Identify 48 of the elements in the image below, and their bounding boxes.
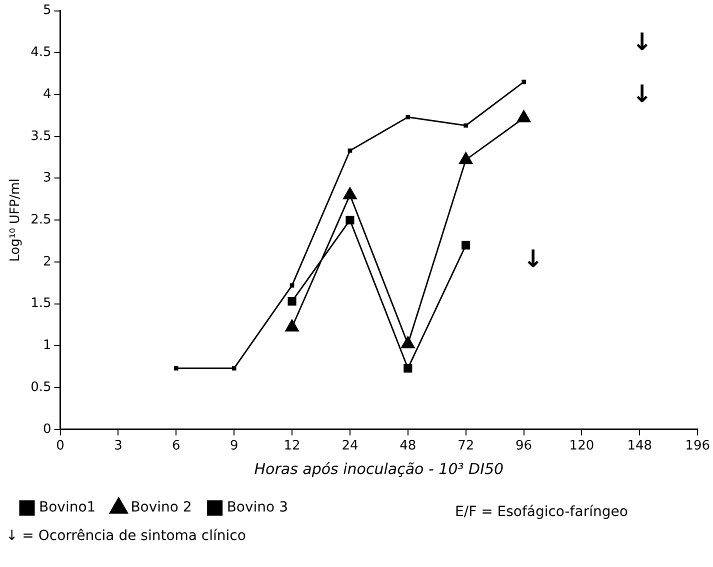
point [464, 123, 468, 128]
text: E/F = Esofágico-faríngeo [455, 504, 628, 520]
x-tick-label: 6 [172, 438, 180, 454]
x-tick-label: 96 [516, 438, 532, 454]
y-tick-label: 0.5 [30, 380, 52, 395]
annotation: ↓ [523, 245, 544, 273]
point [348, 148, 352, 153]
point [462, 240, 470, 250]
y-tick-label: 2.5 [30, 212, 52, 228]
y-axis-title: Log¹⁰ UFP/ml [8, 178, 24, 262]
x-tick-label: 148 [627, 438, 652, 454]
y-tick-label: 1.5 [30, 296, 52, 312]
y-tick-label: 3.5 [30, 128, 52, 144]
y-tick-label: 4 [42, 86, 52, 102]
y-tick-label: 5 [42, 3, 52, 18]
point [459, 152, 473, 164]
y-tick-label: 3 [42, 170, 52, 186]
annotation: ↓ [632, 80, 652, 108]
point [404, 364, 412, 373]
y-tick-label: 0 [42, 422, 52, 437]
point [232, 366, 236, 370]
x-tick-label: 3 [114, 438, 122, 454]
x-tick-label: 9 [230, 438, 238, 454]
x-tick-label: 196 [685, 438, 710, 454]
point [290, 283, 294, 288]
y-tick-label: 4.5 [30, 45, 52, 60]
y-tick-label: 1 [42, 338, 52, 354]
point [516, 110, 531, 122]
point [285, 320, 299, 332]
x-tick-label: 48 [400, 438, 416, 454]
point [522, 80, 526, 84]
point [346, 216, 354, 224]
x-axis-title: Horas após inoculação - 10³ DI50 [254, 460, 504, 478]
point [406, 114, 410, 120]
legend-label: Bovino1 [39, 500, 96, 516]
annotation: ↓ [632, 28, 652, 56]
legend-label: Bovino 3 [226, 500, 288, 516]
point [174, 366, 178, 370]
x-tick-label: 72 [458, 438, 474, 454]
x-tick-label: 120 [569, 438, 594, 454]
y-tick-label: 2 [42, 254, 52, 270]
legend-label: Bovino 2 [130, 500, 192, 516]
text: ↓ = Ocorrência de sintoma clínico [6, 528, 246, 544]
point [288, 297, 296, 306]
x-tick-label: 24 [342, 438, 358, 454]
point [343, 187, 357, 200]
x-tick-label: 0 [56, 438, 64, 454]
x-tick-label: 12 [284, 438, 300, 454]
